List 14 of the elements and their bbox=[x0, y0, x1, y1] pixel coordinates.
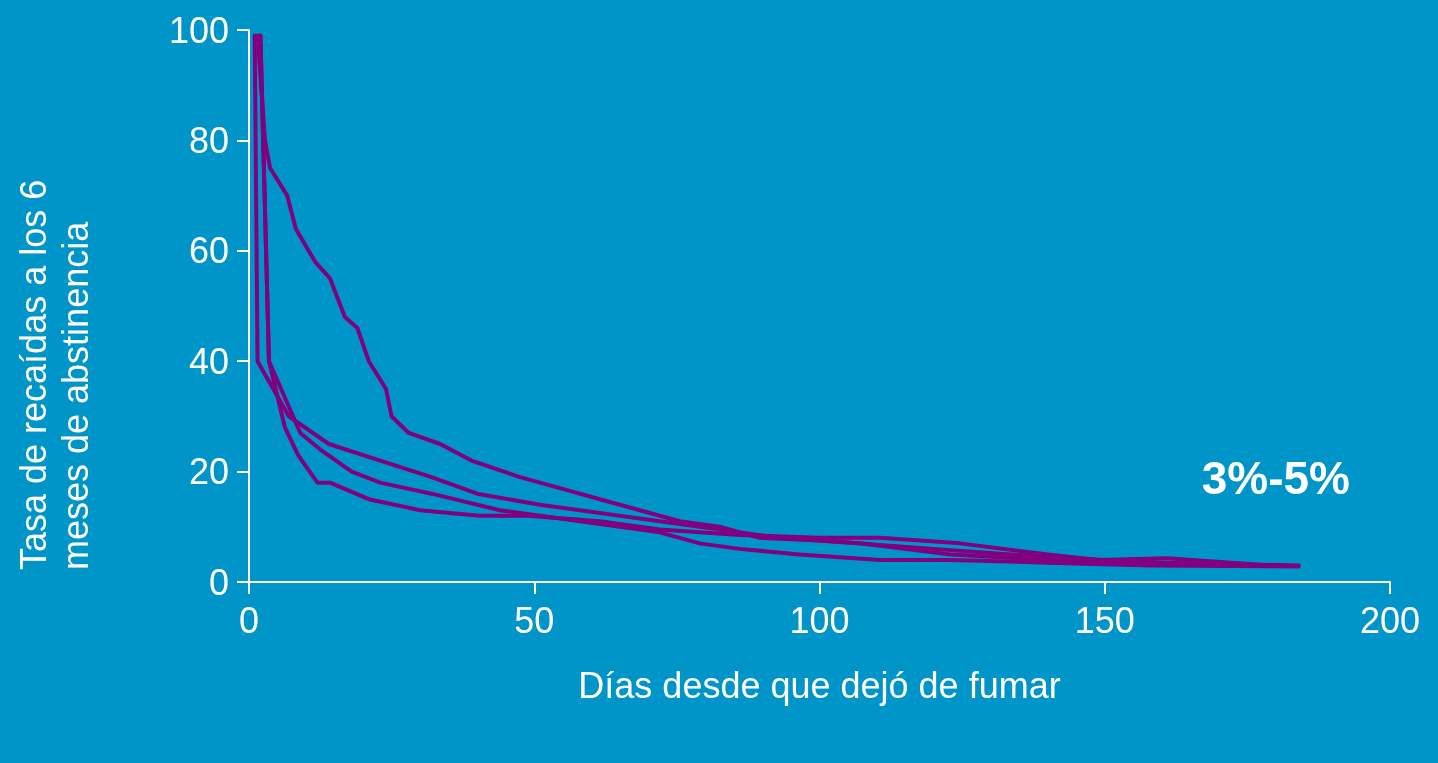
x-tick-label: 0 bbox=[238, 599, 260, 641]
y-tick-label: 40 bbox=[188, 340, 229, 382]
y-tick-label: 0 bbox=[208, 561, 229, 603]
x-tick-label: 200 bbox=[1359, 599, 1421, 641]
x-tick-label: 100 bbox=[789, 599, 850, 641]
y-tick-label: 20 bbox=[188, 451, 229, 493]
annotation: 3%-5% bbox=[1201, 452, 1351, 504]
y-tick-label: 100 bbox=[168, 9, 229, 51]
x-tick-label: 150 bbox=[1074, 599, 1135, 641]
x-axis-title: Días desde que dejó de fumar bbox=[578, 664, 1061, 706]
y-tick-label: 80 bbox=[188, 119, 229, 161]
y-tick-label: 60 bbox=[188, 230, 229, 272]
x-tick-label: 50 bbox=[514, 599, 555, 641]
y-axis-title: Tasa de recaídas a los 6 meses de abstinencia bbox=[12, 169, 96, 570]
